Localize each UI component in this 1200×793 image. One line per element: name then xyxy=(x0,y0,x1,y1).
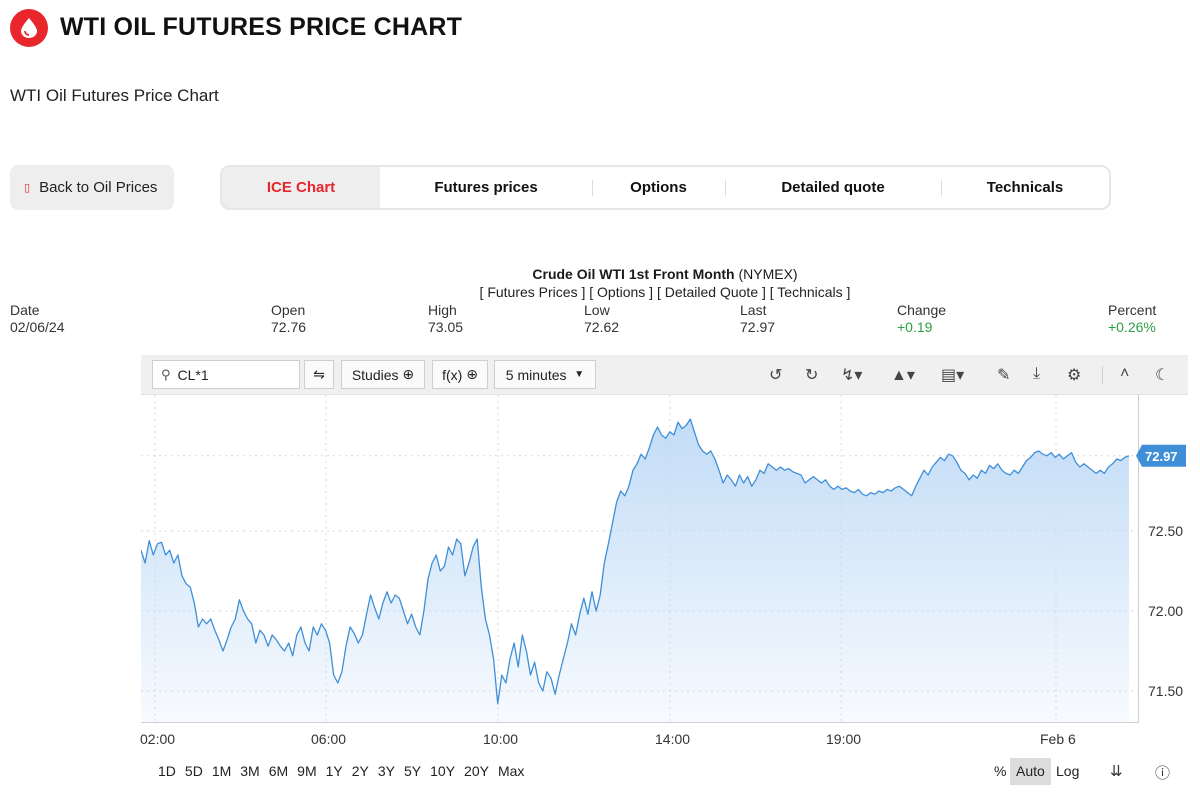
tab-detailed-quote[interactable]: Detailed quote xyxy=(725,167,941,208)
search-icon: ⚲ xyxy=(161,366,171,382)
last-value: 72.97 xyxy=(740,319,776,335)
range-20y[interactable]: 20Y xyxy=(464,763,489,779)
range-3m[interactable]: 3M xyxy=(240,763,260,779)
toolbar-divider xyxy=(1102,366,1103,384)
price-line xyxy=(141,418,1130,705)
fx-button[interactable]: f(x) ⊕ xyxy=(432,360,488,389)
open-label: Open xyxy=(271,302,306,318)
range-10y[interactable]: 10Y xyxy=(430,763,456,779)
auto-scale-button[interactable]: Auto xyxy=(1016,763,1045,779)
chevron-down-icon: ▼ xyxy=(574,369,585,380)
price-area-fill xyxy=(141,419,1129,723)
range-1y[interactable]: 1Y xyxy=(325,763,343,779)
high-label: High xyxy=(428,302,457,318)
auto-scale-highlight xyxy=(1010,758,1051,785)
last-label: Last xyxy=(740,302,767,318)
page-title: WTI OIL FUTURES PRICE CHART xyxy=(60,13,463,41)
percent-label: Percent xyxy=(1108,302,1157,318)
range-6m[interactable]: 6M xyxy=(268,763,289,779)
x-tick-label: 02:00 xyxy=(140,731,176,747)
range-selector: 1D 5D 1M 3M 6M 9M 1Y 2Y 3Y 5Y 10Y 20Y Max xyxy=(158,763,533,779)
redo-icon[interactable]: ↻ xyxy=(805,367,819,384)
undo-icon[interactable]: ↺ xyxy=(769,367,783,384)
last-price-label: 72.97 xyxy=(1145,449,1178,464)
symbol-value: CL*1 xyxy=(177,366,209,383)
open-value: 72.76 xyxy=(271,319,307,335)
back-icon: ▯ xyxy=(24,182,31,194)
tab-ice-chart[interactable]: ICE Chart xyxy=(222,167,380,208)
compare-icon: ⇋ xyxy=(313,366,325,382)
price-chart[interactable]: 71.50 72.00 72.50 72.97 xyxy=(141,395,1188,728)
collapse-icon[interactable]: ˄ xyxy=(1120,365,1130,382)
quote-instrument-name: Crude Oil WTI 1st Front Month xyxy=(532,266,735,282)
range-5y[interactable]: 5Y xyxy=(404,763,422,779)
back-to-oil-prices-button[interactable]: ▯ Back to Oil Prices xyxy=(10,165,174,210)
range-1m[interactable]: 1M xyxy=(211,763,232,779)
y-tick-label: 71.50 xyxy=(1148,683,1183,699)
last-price-badge xyxy=(1136,444,1186,467)
compare-button[interactable]: ⇋ xyxy=(304,360,334,389)
x-tick-label: 06:00 xyxy=(311,731,347,747)
range-9m[interactable]: 9M xyxy=(297,763,317,779)
x-tick-label: 10:00 xyxy=(483,731,519,747)
quote-exchange: (NYMEX) xyxy=(738,266,798,282)
oil-drop-icon xyxy=(10,9,48,47)
tab-technicals[interactable]: Technicals xyxy=(941,167,1109,208)
back-button-label: Back to Oil Prices xyxy=(39,179,158,196)
range-5d[interactable]: 5D xyxy=(184,763,203,779)
low-value: 72.62 xyxy=(584,319,620,335)
y-tick-label: 72.50 xyxy=(1148,523,1183,539)
plus-circle-icon: ⊕ xyxy=(466,366,478,382)
chart-toolbar: ⚲ CL*1 ⇋ Studies ⊕ f(x) ⊕ 5 minutes ▼ ↺ … xyxy=(141,355,1188,395)
interval-select[interactable]: 5 minutes ▼ xyxy=(494,360,596,389)
low-label: Low xyxy=(584,302,610,318)
layout-icon[interactable]: ▤▾ xyxy=(941,367,965,384)
chart-tabs: ICE Chart Futures prices Options Detaile… xyxy=(220,165,1111,210)
quote-title: Crude Oil WTI 1st Front Month (NYMEX) xyxy=(0,266,1200,282)
range-1d[interactable]: 1D xyxy=(158,763,176,779)
moon-icon[interactable]: ☾ xyxy=(1155,367,1170,384)
date-label: Date xyxy=(10,302,40,318)
x-tick-label: Feb 6 xyxy=(1040,731,1076,747)
tab-futures-prices[interactable]: Futures prices xyxy=(434,179,538,196)
fx-label: f(x) xyxy=(442,366,463,383)
x-tick-label: 19:00 xyxy=(826,731,862,747)
range-max[interactable]: Max xyxy=(497,763,525,779)
log-scale-button[interactable]: Log xyxy=(1056,763,1080,779)
change-label: Change xyxy=(897,302,947,318)
symbol-search-input[interactable]: ⚲ CL*1 xyxy=(152,360,300,389)
high-value: 73.05 xyxy=(428,319,464,335)
download-icon[interactable]: ⤓ xyxy=(1033,365,1041,382)
tab-options[interactable]: Options xyxy=(592,167,725,208)
page-subtitle: WTI Oil Futures Price Chart xyxy=(10,86,219,105)
change-value: +0.19 xyxy=(897,319,933,335)
double-chevron-down-icon[interactable]: ⇊ xyxy=(1110,763,1123,780)
chart-type-icon[interactable]: ▲▾ xyxy=(891,367,915,384)
percent-scale-button[interactable]: % xyxy=(994,763,1007,779)
help-icon[interactable]: ⓘ xyxy=(1155,765,1171,782)
range-2y[interactable]: 2Y xyxy=(351,763,369,779)
interval-label: 5 minutes xyxy=(505,366,567,383)
quote-links[interactable]: [ Futures Prices ] [ Options ] [ Detaile… xyxy=(479,284,851,300)
y-tick-label: 72.00 xyxy=(1148,603,1183,619)
range-3y[interactable]: 3Y xyxy=(377,763,395,779)
x-tick-label: 14:00 xyxy=(655,731,691,747)
plus-circle-icon: ⊕ xyxy=(402,366,415,382)
percent-value: +0.26% xyxy=(1108,319,1156,335)
date-value: 02/06/24 xyxy=(10,319,65,335)
pencil-icon[interactable]: ✎ xyxy=(997,367,1011,384)
studies-button[interactable]: Studies ⊕ xyxy=(341,360,425,389)
studies-label: Studies xyxy=(351,366,399,383)
gear-icon[interactable]: ⚙ xyxy=(1067,367,1082,384)
lightning-icon[interactable]: ↯▾ xyxy=(841,367,863,384)
